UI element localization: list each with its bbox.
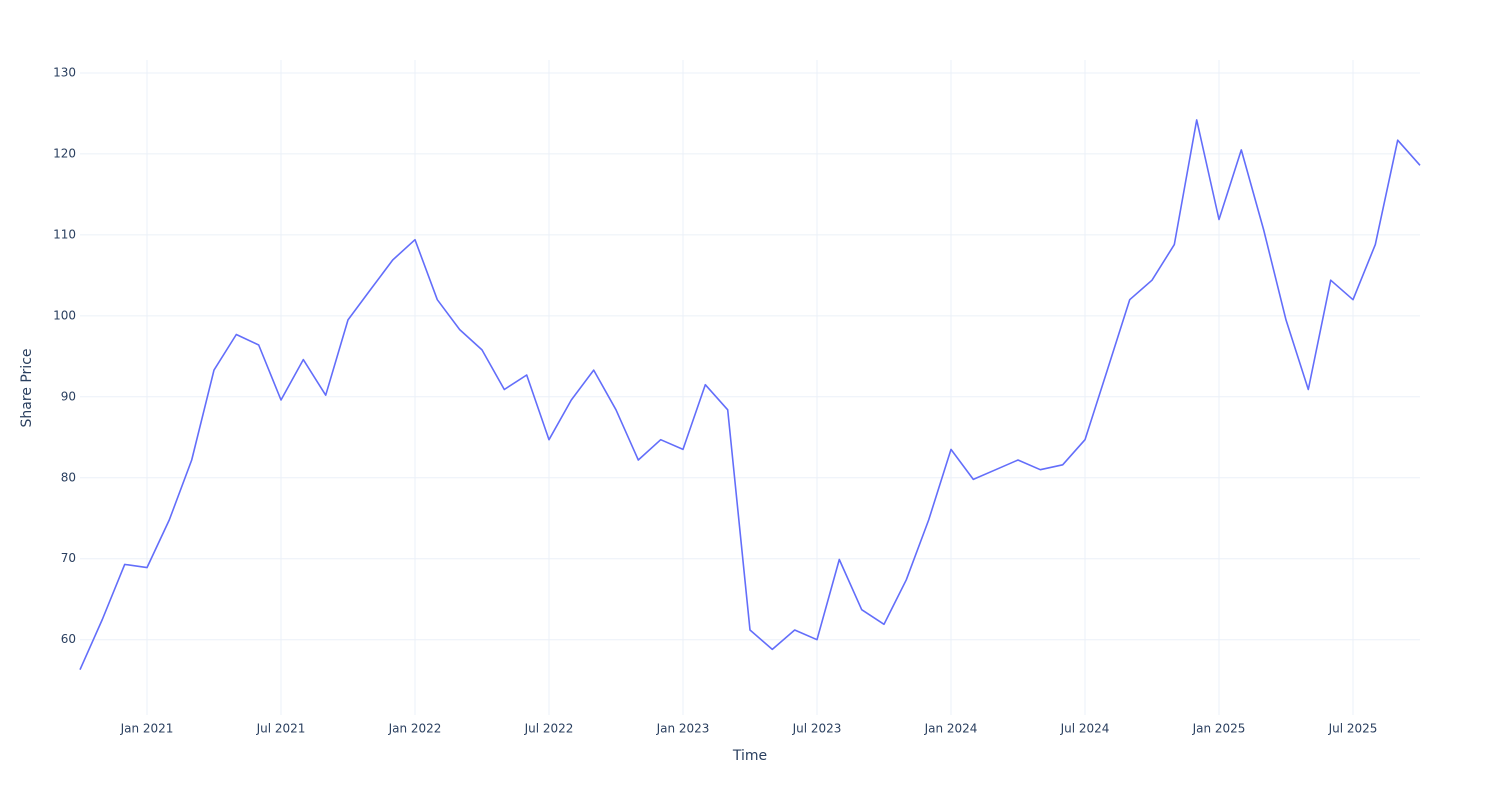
y-tick-label: 70 [61, 551, 76, 565]
x-axis-title: Time [732, 748, 767, 764]
y-tick-label: 80 [61, 470, 76, 484]
line-series [79, 119, 1421, 671]
x-tick-label: Jan 2024 [924, 722, 978, 736]
y-tick-label: 60 [61, 632, 76, 646]
y-tick-label: 110 [53, 227, 76, 241]
grid [80, 60, 1420, 715]
x-tick-label: Jul 2021 [256, 722, 306, 736]
x-tick-label: Jul 2022 [524, 722, 574, 736]
y-axis-title: Share Price [19, 348, 35, 427]
y-tick-label: 130 [53, 65, 76, 79]
x-tick-label: Jan 2021 [120, 722, 174, 736]
x-tick-label: Jul 2024 [1060, 722, 1110, 736]
x-tick-label: Jan 2025 [1192, 722, 1246, 736]
y-tick-label: 120 [53, 146, 76, 160]
y-tick-label: 90 [61, 389, 76, 403]
y-tick-label: 100 [53, 308, 76, 322]
x-tick-label: Jul 2023 [792, 722, 842, 736]
x-tick-label: Jan 2023 [656, 722, 710, 736]
x-tick-label: Jul 2025 [1328, 722, 1378, 736]
x-tick-label: Jan 2022 [388, 722, 442, 736]
